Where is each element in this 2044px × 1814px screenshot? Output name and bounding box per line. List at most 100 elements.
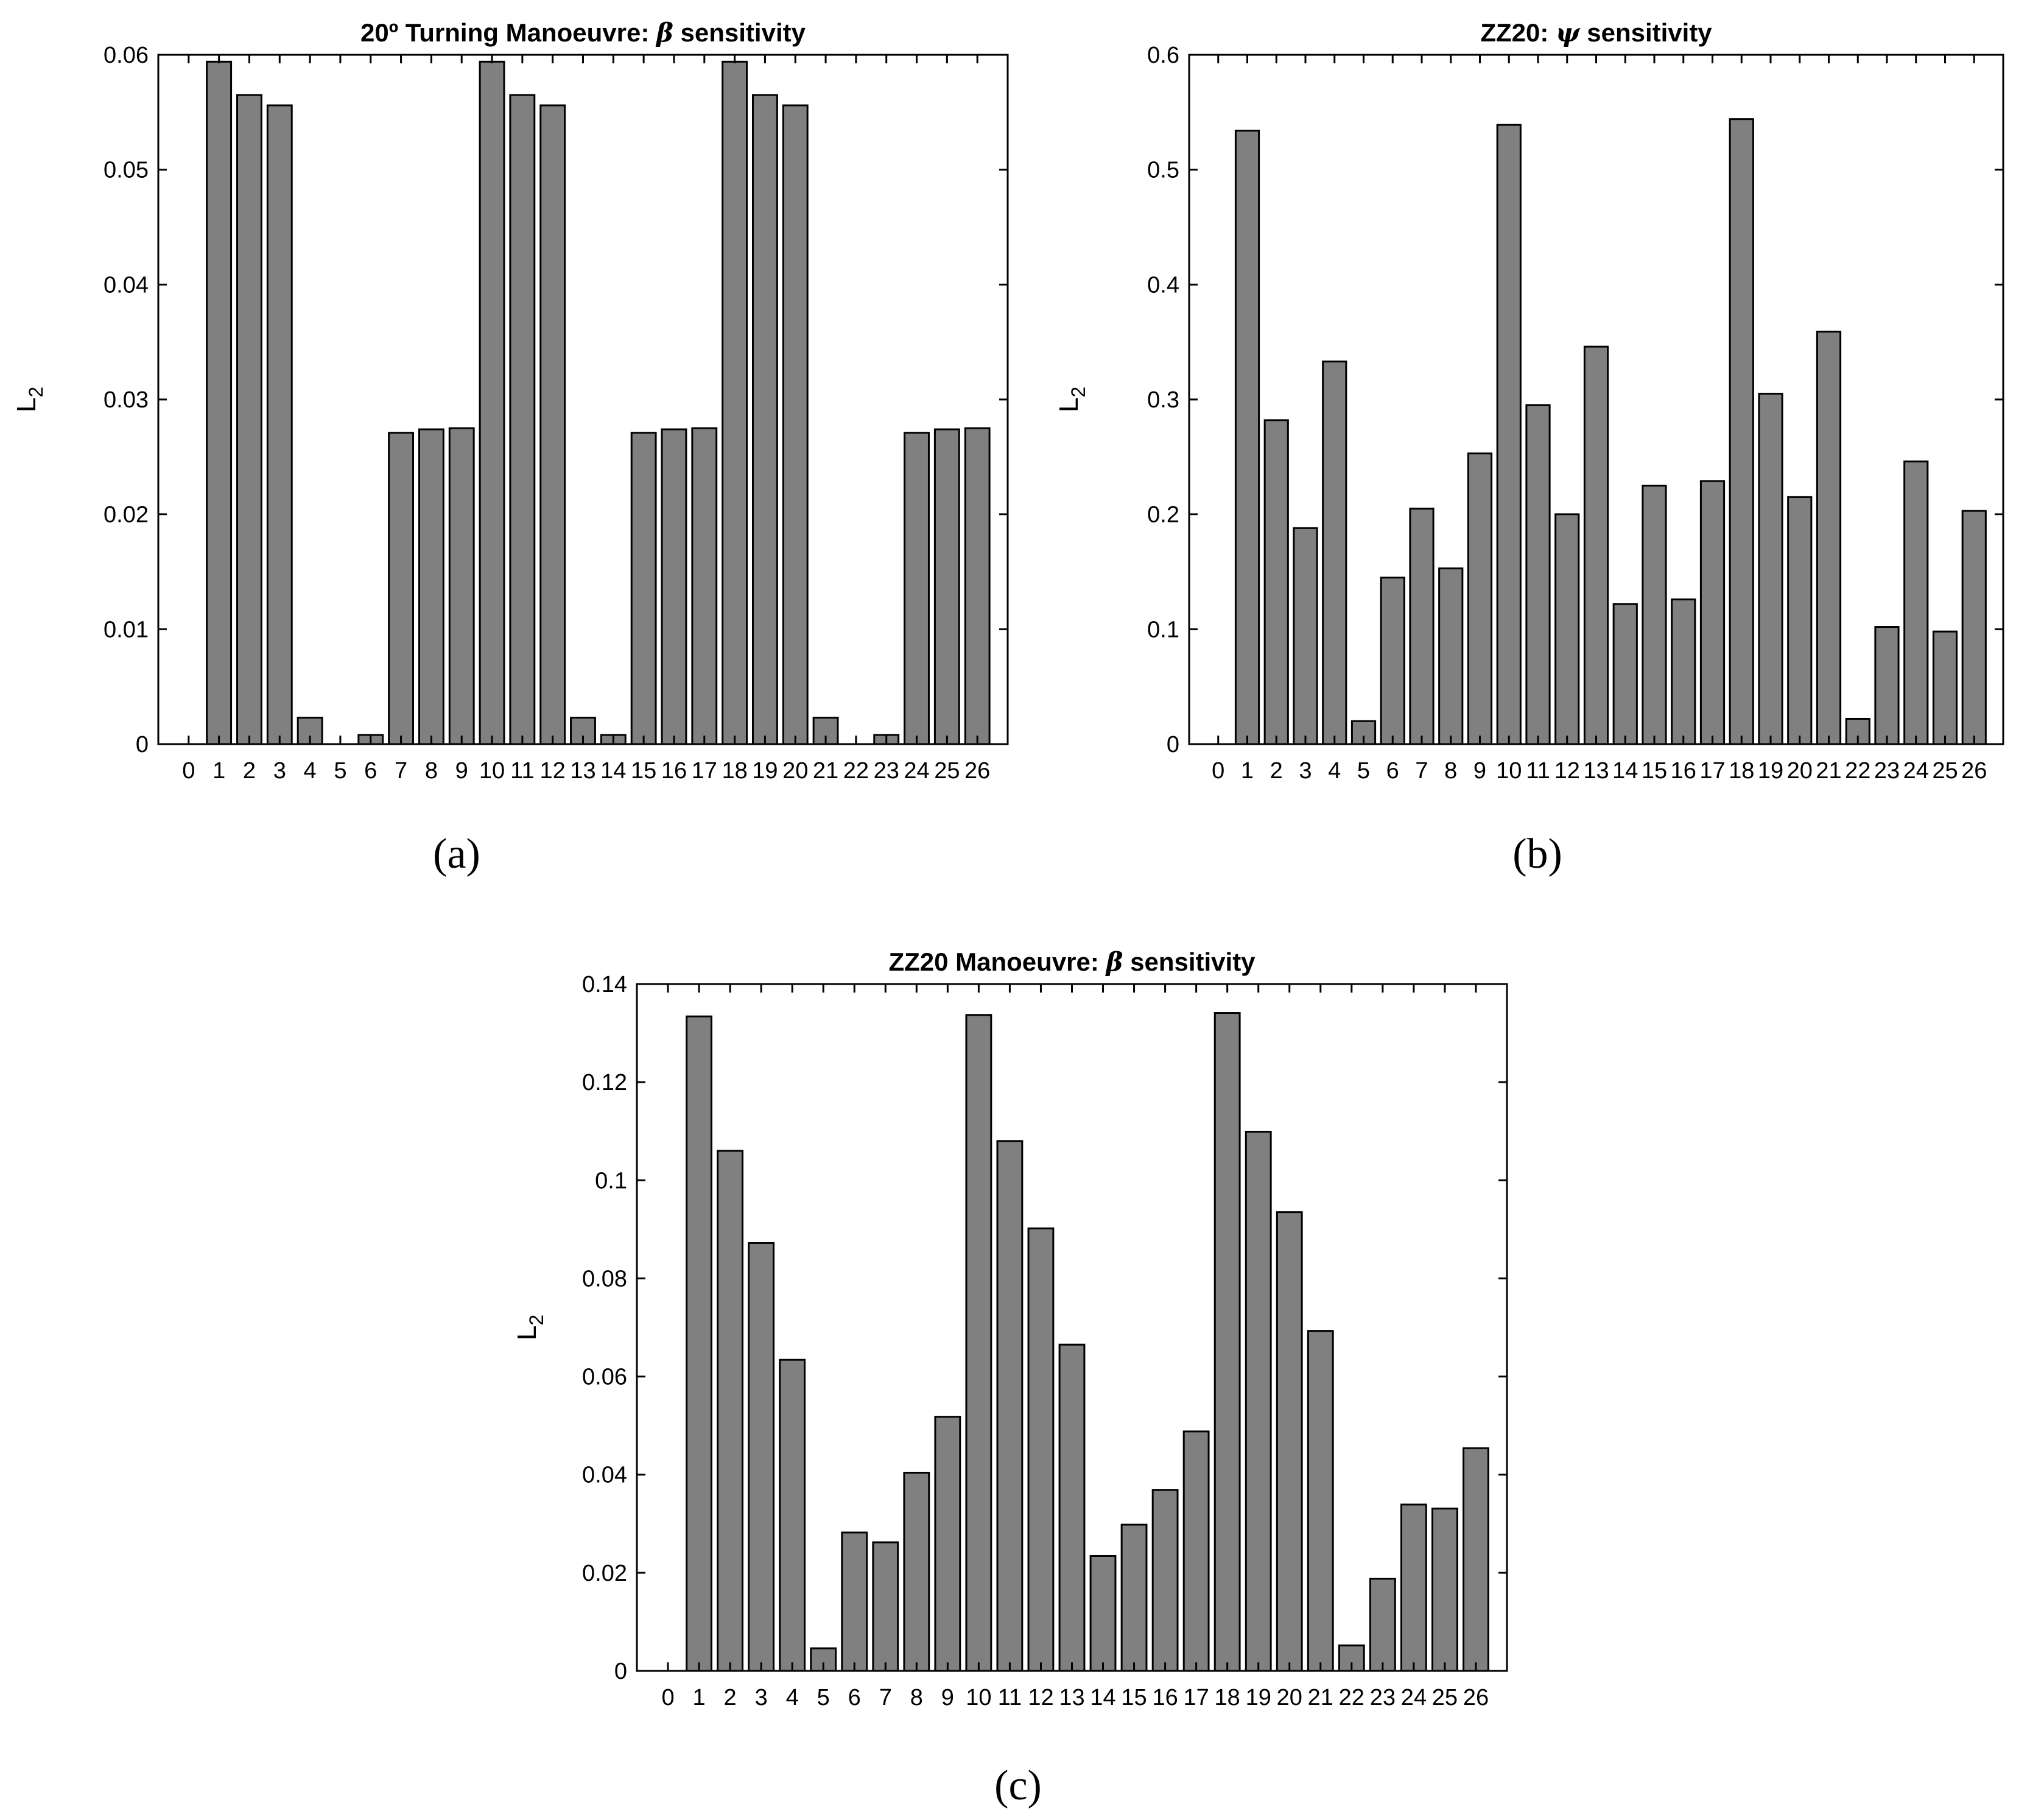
- chart-title-suffix: sensitivity: [673, 18, 806, 47]
- x-tick-label: 12: [1028, 1685, 1053, 1710]
- x-tick-label: 4: [304, 758, 317, 784]
- x-tick-label: 19: [1758, 758, 1783, 784]
- bar-24: [1400, 1503, 1427, 1672]
- x-tick-label: 5: [334, 758, 346, 784]
- x-tick-label: 7: [395, 758, 407, 784]
- bar-7: [872, 1541, 899, 1672]
- x-tick-label: 26: [1463, 1685, 1489, 1710]
- x-tick-label: 24: [1401, 1685, 1427, 1710]
- x-tick-label: 18: [1215, 1685, 1240, 1710]
- y-axis-label: L2: [512, 1315, 547, 1340]
- bar-16: [1671, 598, 1696, 745]
- bar-3: [1293, 527, 1318, 745]
- x-tick-label: 15: [1642, 758, 1667, 784]
- bar-20: [1787, 496, 1813, 745]
- x-tick-label: 4: [1328, 758, 1341, 784]
- x-tick-label: 20: [782, 758, 808, 784]
- x-tick-label: 3: [755, 1685, 768, 1710]
- x-tick-label: 10: [966, 1685, 991, 1710]
- bar-4: [779, 1359, 806, 1672]
- x-tick-label: 13: [1059, 1685, 1084, 1710]
- bar-25: [933, 428, 960, 745]
- x-tick-label: 6: [848, 1685, 861, 1710]
- bar-11: [1525, 404, 1551, 745]
- bar-18: [1213, 1012, 1241, 1672]
- x-tick-label: 13: [1583, 758, 1609, 784]
- y-tick-label: 0.1: [595, 1168, 627, 1194]
- x-tick-label: 0: [1212, 758, 1224, 784]
- x-tick-label: 25: [1932, 758, 1958, 784]
- x-tick-label: 8: [1444, 758, 1457, 784]
- bar-24: [904, 432, 930, 745]
- y-axis-label-subscript: 2: [525, 1315, 547, 1326]
- x-tick-label: 5: [1357, 758, 1370, 784]
- bar-3: [266, 104, 293, 745]
- y-tick-label: 0.04: [104, 272, 149, 298]
- x-tick-label: 16: [1152, 1685, 1178, 1710]
- chart-title-symbol: ψ: [1556, 18, 1581, 47]
- x-tick-label: 1: [1241, 758, 1254, 784]
- bar-26: [964, 427, 991, 745]
- x-tick-label: 3: [1299, 758, 1312, 784]
- bar-17: [1699, 480, 1726, 745]
- bar-10: [965, 1014, 992, 1672]
- bar-15: [630, 432, 657, 745]
- y-tick-label: 0: [136, 732, 149, 758]
- bar-6: [1380, 576, 1405, 745]
- chart-title-symbol: β: [1105, 947, 1123, 977]
- y-tick-label: 0: [614, 1659, 627, 1684]
- x-tick-label: 25: [1432, 1685, 1458, 1710]
- chart-title-text: ZZ20 Manoeuvre:: [888, 947, 1106, 976]
- x-tick-label: 15: [1121, 1685, 1147, 1710]
- y-tick-label: 0.14: [582, 972, 627, 997]
- bar-11: [996, 1140, 1024, 1672]
- y-tick-label: 0.06: [104, 43, 149, 68]
- x-tick-label: 26: [1961, 758, 1987, 784]
- panel-label: (c): [994, 1762, 1042, 1809]
- x-tick-label: 19: [752, 758, 778, 784]
- x-tick-label: 11: [998, 1685, 1022, 1710]
- x-tick-label: 20: [1277, 1685, 1302, 1710]
- x-tick-label: 7: [879, 1685, 892, 1710]
- chart-title-text: 20º Turning Manoeuvre:: [360, 18, 656, 47]
- bar-17: [691, 427, 718, 745]
- bar-13: [1058, 1343, 1086, 1672]
- x-tick-label: 4: [786, 1685, 799, 1710]
- y-axis-label-subscript: 2: [1067, 387, 1089, 398]
- bar-8: [903, 1471, 930, 1672]
- chart-title: ZZ20: ψ sensitivity: [1480, 18, 1712, 47]
- bar-1: [1234, 130, 1260, 745]
- chart-title: ZZ20 Manoeuvre: β sensitivity: [888, 947, 1256, 977]
- x-tick-label: 14: [600, 758, 626, 784]
- bar-14: [1089, 1555, 1117, 1672]
- bar-26: [1961, 510, 1987, 745]
- x-tick-label: 7: [1415, 758, 1428, 784]
- y-tick-label: 0.5: [1147, 158, 1179, 183]
- bar-10: [479, 60, 505, 745]
- y-tick-label: 0.02: [582, 1561, 627, 1586]
- bar-15: [1642, 485, 1667, 745]
- chart-title-suffix: sensitivity: [1580, 18, 1713, 47]
- x-tick-label: 2: [1270, 758, 1283, 784]
- x-tick-label: 24: [904, 758, 929, 784]
- bar-2: [1263, 419, 1289, 745]
- y-tick-label: 0.05: [104, 158, 149, 183]
- bar-25: [1932, 630, 1958, 745]
- bar-19: [752, 94, 778, 745]
- bar-16: [661, 428, 687, 745]
- chart-title-text: ZZ20:: [1480, 18, 1556, 47]
- panel-label: (a): [433, 831, 480, 877]
- bar-2: [236, 94, 262, 745]
- y-tick-label: 0.04: [582, 1463, 627, 1488]
- bar-11: [509, 94, 536, 745]
- x-tick-label: 17: [692, 758, 717, 784]
- y-axis-label: L2: [12, 387, 47, 412]
- x-tick-label: 22: [1339, 1685, 1364, 1710]
- x-tick-label: 9: [455, 758, 468, 784]
- bar-8: [1438, 567, 1464, 745]
- y-tick-label: 0.01: [104, 617, 149, 642]
- x-tick-label: 25: [934, 758, 960, 784]
- x-tick-label: 0: [182, 758, 195, 784]
- x-tick-label: 26: [964, 758, 990, 784]
